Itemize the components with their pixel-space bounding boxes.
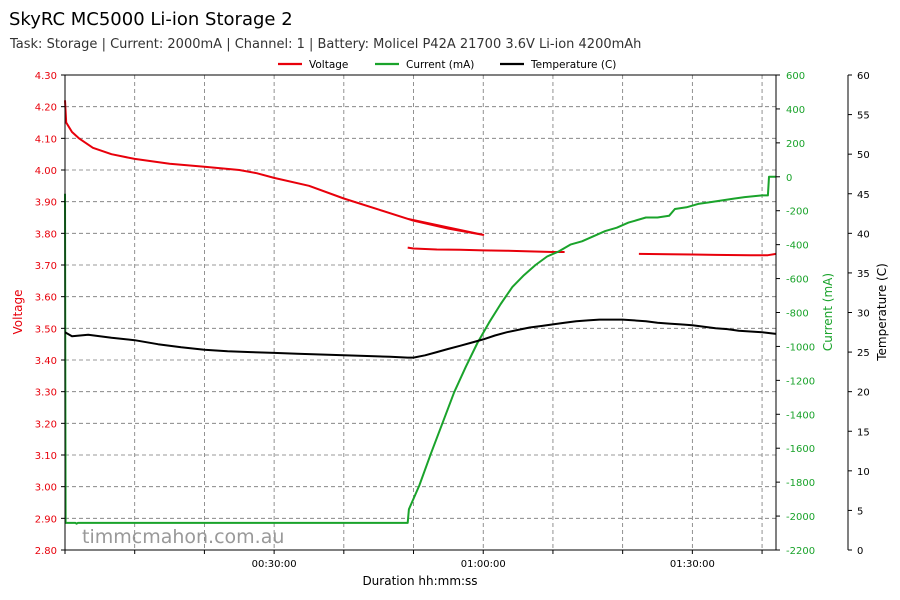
- temperature-axis: 0 5 10 15 20 25 30 35 40 45 50 55 60: [847, 71, 870, 557]
- current-tick-label: -400: [786, 241, 809, 252]
- temperature-tick-label: 25: [857, 348, 870, 359]
- voltage-tick-label: 4.30: [35, 71, 57, 82]
- current-tick-label: 200: [786, 139, 805, 150]
- current-axis-label: Current (mA): [821, 273, 835, 351]
- voltage-tick-label: 3.40: [35, 356, 57, 367]
- temperature-tick-label: 10: [857, 467, 870, 478]
- current-axis: -2200-2000-1800-1600-1400-1200-1000-800-…: [776, 71, 815, 557]
- current-tick-label: -600: [786, 275, 809, 286]
- voltage-tick-label: 2.90: [35, 514, 57, 525]
- temperature-tick-label: 20: [857, 388, 870, 399]
- current-tick-label: 400: [786, 105, 805, 116]
- series-line-temperature: [64, 318, 777, 359]
- series-lines: [64, 100, 777, 525]
- voltage-axis-label: Voltage: [11, 289, 25, 334]
- x-tick-label: 00:30:00: [252, 559, 297, 570]
- x-axis-label: Duration hh:mm:ss: [362, 574, 477, 588]
- legend: Voltage Current (mA) Temperature (C): [278, 59, 616, 71]
- series-line-voltage: [64, 100, 485, 236]
- x-tick-label: 01:30:00: [670, 559, 715, 570]
- voltage-tick-label: 3.50: [35, 324, 57, 335]
- page-title: SkyRC MC5000 Li-ion Storage 2: [9, 9, 293, 30]
- voltage-tick-label: 3.00: [35, 483, 57, 494]
- watermark: timmcmahon.com.au: [82, 526, 284, 548]
- temperature-tick-label: 55: [857, 111, 870, 122]
- temperature-tick-label: 15: [857, 427, 870, 438]
- voltage-tick-label: 4.20: [35, 103, 57, 114]
- voltage-tick-label: 4.10: [35, 134, 57, 145]
- plot-frame: [64, 74, 777, 551]
- x-axis: 00:30:00 01:00:00 01:30:00: [64, 550, 763, 570]
- voltage-tick-label: 3.30: [35, 388, 57, 399]
- voltage-tick-label: 3.80: [35, 229, 57, 240]
- series-line-voltage: [638, 252, 777, 257]
- current-tick-label: -2200: [786, 546, 815, 557]
- temperature-axis-label: Temperature (C): [875, 263, 889, 362]
- current-tick-label: -2000: [786, 512, 815, 523]
- current-tick-label: -1800: [786, 478, 815, 489]
- temperature-tick-label: 35: [857, 269, 870, 280]
- grid-lines: [65, 75, 776, 550]
- current-tick-label: -1000: [786, 342, 815, 353]
- temperature-tick-label: 30: [857, 309, 870, 320]
- legend-label-current: Current (mA): [406, 59, 474, 71]
- x-tick-label: 01:00:00: [461, 559, 506, 570]
- temperature-tick-label: 60: [857, 71, 870, 82]
- current-tick-label: -800: [786, 309, 809, 320]
- page-subtitle: Task: Storage | Current: 2000mA | Channe…: [10, 37, 642, 52]
- legend-label-temperature: Temperature (C): [530, 59, 616, 71]
- temperature-tick-label: 50: [857, 150, 870, 161]
- voltage-tick-label: 2.80: [35, 546, 57, 557]
- temperature-tick-label: 40: [857, 229, 870, 240]
- current-tick-label: -1400: [786, 410, 815, 421]
- temperature-tick-label: 45: [857, 190, 870, 201]
- voltage-tick-label: 3.20: [35, 419, 57, 430]
- voltage-axis: 2.80 2.90 3.00 3.10 3.20 3.30 3.40 3.50 3.60 3.70…: [35, 71, 65, 557]
- series-line-voltage: [407, 246, 565, 253]
- voltage-tick-label: 4.00: [35, 166, 57, 177]
- voltage-tick-label: 3.70: [35, 261, 57, 272]
- voltage-tick-label: 3.90: [35, 198, 57, 209]
- legend-label-voltage: Voltage: [309, 59, 348, 71]
- temperature-tick-label: 0: [857, 546, 863, 557]
- voltage-tick-label: 3.10: [35, 451, 57, 462]
- current-tick-label: -1200: [786, 376, 815, 387]
- voltage-tick-label: 3.60: [35, 293, 57, 304]
- current-tick-label: -1600: [786, 444, 815, 455]
- current-tick-label: 600: [786, 71, 805, 82]
- current-tick-label: -200: [786, 207, 809, 218]
- temperature-tick-label: 5: [857, 506, 863, 517]
- current-tick-label: 0: [786, 173, 792, 184]
- series-line-current: [64, 175, 776, 525]
